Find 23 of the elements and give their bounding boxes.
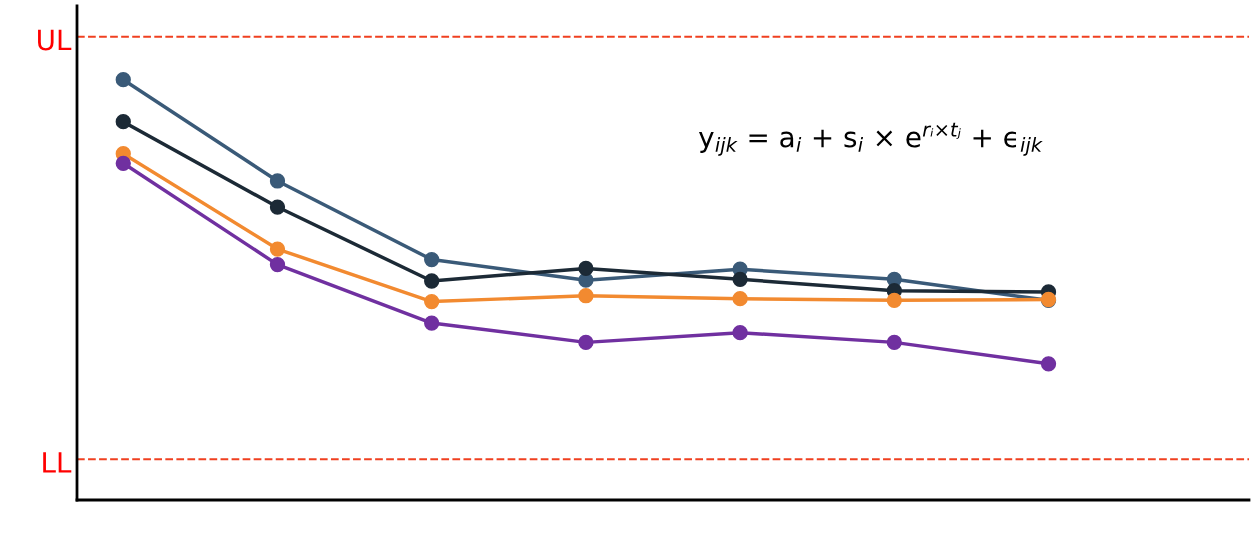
text: y$_{ijk}$ = a$_{i}$ + s$_{i}$ × e$^{rᵢ×tⱼ}$ + ϵ$_{ijk}$ xyxy=(698,122,1043,156)
point xyxy=(732,291,748,307)
point xyxy=(424,293,440,310)
point xyxy=(1040,356,1057,372)
point xyxy=(115,114,131,130)
point xyxy=(886,292,902,308)
point xyxy=(269,256,286,273)
point xyxy=(424,273,440,289)
point xyxy=(732,271,748,287)
point xyxy=(578,334,594,351)
point xyxy=(424,251,440,268)
point xyxy=(115,72,131,88)
ref-line-label: LL xyxy=(43,452,72,473)
point xyxy=(269,241,286,257)
point xyxy=(424,315,440,331)
point xyxy=(732,325,748,341)
point xyxy=(886,334,902,351)
point xyxy=(578,288,594,304)
point xyxy=(269,199,286,215)
point xyxy=(578,260,594,277)
point xyxy=(115,155,131,171)
point xyxy=(269,173,286,189)
ref-line-label: UL xyxy=(38,29,72,51)
